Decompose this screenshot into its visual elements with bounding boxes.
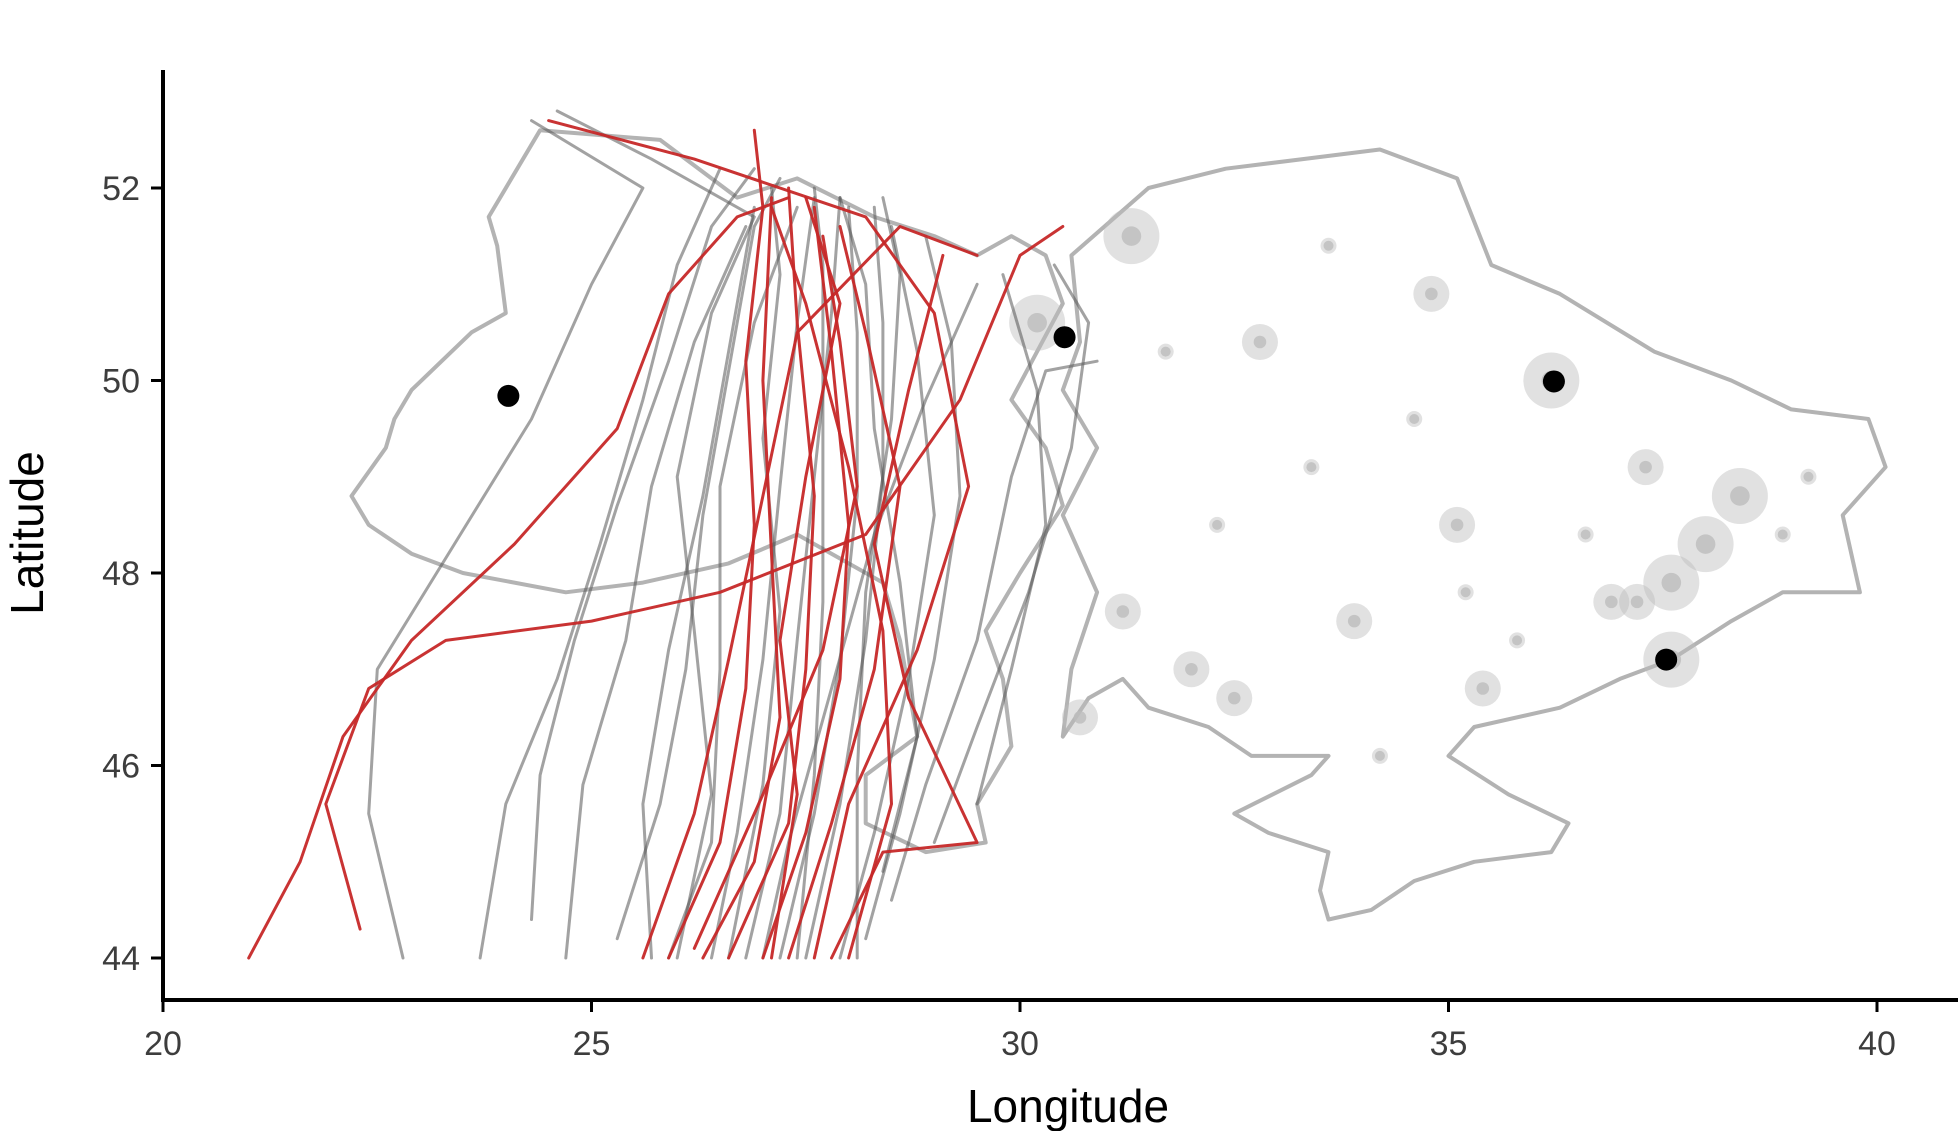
city-marker: [1655, 648, 1678, 671]
event-point: [1073, 711, 1087, 724]
y-tick-label: 48: [102, 555, 140, 593]
track-red: [641, 225, 979, 960]
event-point: [1306, 462, 1317, 473]
event-point: [1027, 312, 1047, 333]
event-point: [1661, 572, 1682, 593]
track-grey: [864, 234, 962, 941]
event-point: [1116, 605, 1130, 618]
y-axis-title: Latitude: [1, 451, 53, 615]
outline-west: [349, 128, 1065, 855]
y-tick-label: 50: [102, 363, 140, 401]
y-tick-label: 52: [102, 170, 140, 208]
x-axis-title: Longitude: [967, 1080, 1169, 1131]
event-point: [1425, 287, 1438, 301]
event-point: [1185, 662, 1198, 676]
track-grey: [530, 167, 756, 921]
event-point: [1450, 518, 1464, 532]
x-tick-label: 40: [1858, 1025, 1896, 1063]
outline-east: [1060, 147, 1888, 922]
track-grey: [478, 167, 722, 960]
event-point: [1639, 460, 1652, 474]
event-point: [1460, 587, 1471, 598]
track-grey: [667, 205, 799, 960]
event-point: [1121, 226, 1142, 246]
event-point: [1409, 414, 1420, 424]
event-point: [1212, 519, 1223, 530]
x-tick-label: 25: [573, 1025, 611, 1063]
event-point: [1347, 614, 1361, 628]
event-point: [1695, 534, 1716, 554]
track-red: [830, 253, 979, 960]
city-marker: [1542, 370, 1565, 393]
track-red: [770, 196, 842, 960]
movement-tracks: [247, 109, 1099, 960]
event-points: [1009, 208, 1817, 764]
x-tick-label: 20: [144, 1025, 182, 1063]
track-red: [701, 196, 782, 960]
city-marker: [497, 384, 520, 407]
track-grey: [615, 176, 782, 941]
track-grey: [804, 205, 885, 960]
event-point: [1605, 595, 1618, 609]
event-point: [1580, 529, 1591, 540]
track-red: [727, 186, 816, 960]
y-tick-label: 46: [102, 748, 140, 786]
country-outlines: [349, 128, 1888, 922]
x-tick-label: 35: [1430, 1025, 1468, 1063]
track-grey: [641, 205, 756, 960]
event-point: [1730, 486, 1750, 506]
event-point: [1630, 595, 1644, 609]
event-point: [1253, 335, 1267, 349]
event-point: [1227, 691, 1241, 705]
city-marker: [1053, 326, 1076, 349]
x-tick-label: 30: [1001, 1025, 1039, 1063]
event-point: [1323, 240, 1334, 251]
event-point: [1512, 635, 1523, 646]
track-grey: [932, 263, 1091, 844]
city-markers: [497, 326, 1678, 671]
event-point: [1374, 750, 1385, 761]
track-red: [247, 196, 791, 960]
x-axis-ticks: 20 25 30 35 40: [144, 1000, 1896, 1063]
track-grey: [890, 359, 1099, 902]
y-axis-ticks: 44 46 48 50 52: [102, 170, 163, 978]
event-point: [1160, 346, 1171, 357]
track-red: [547, 119, 971, 960]
event-point: [1803, 471, 1814, 482]
event-point: [1777, 529, 1788, 540]
track-red: [667, 128, 765, 960]
track-grey: [555, 109, 756, 960]
track-grey: [838, 225, 936, 960]
track-grey: [975, 273, 1048, 806]
track-red: [787, 225, 902, 960]
track-grey: [367, 119, 645, 960]
track-grey: [710, 196, 816, 960]
y-tick-label: 44: [102, 940, 140, 978]
track-red: [770, 205, 893, 960]
track-grey: [761, 282, 979, 960]
event-point: [1476, 682, 1490, 695]
track-red: [761, 205, 851, 960]
track-red: [324, 225, 1065, 931]
track-grey: [564, 225, 748, 960]
